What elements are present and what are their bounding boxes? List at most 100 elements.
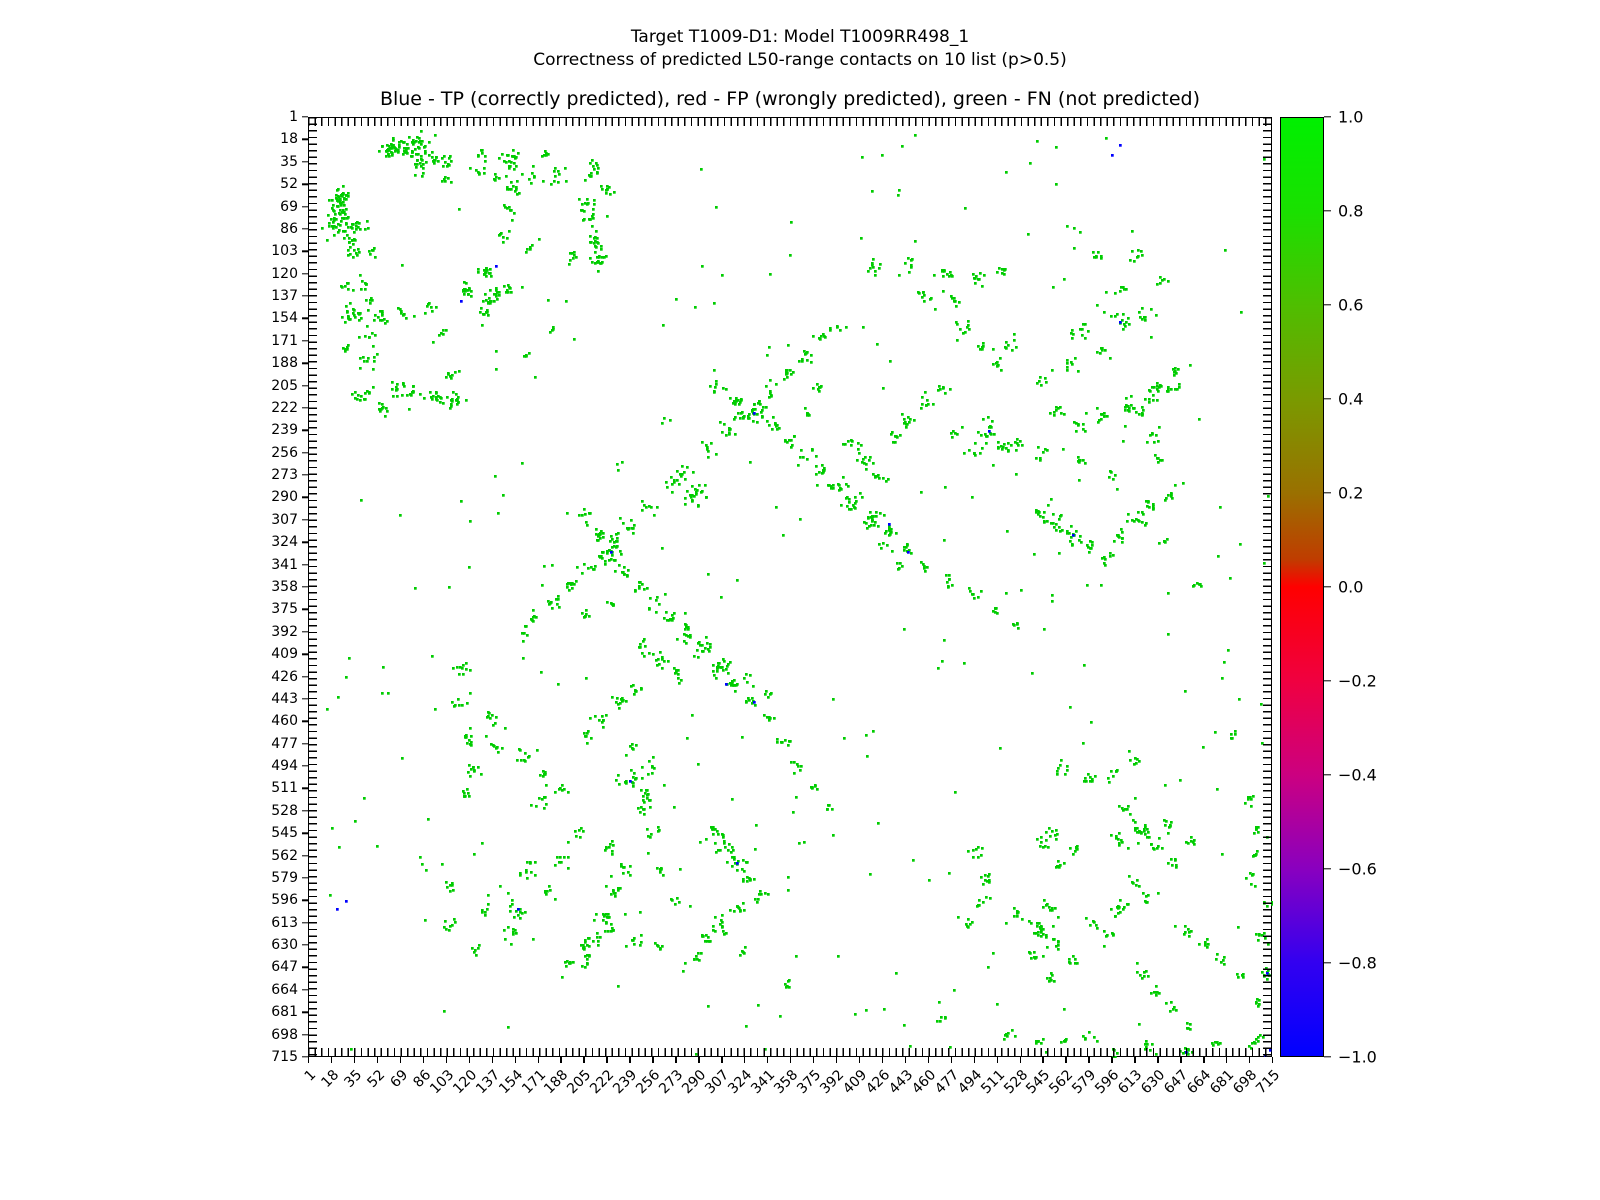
colorbar-tick-label-8: −0.6 (1338, 859, 1377, 879)
y-axis-tick-392: 392 (271, 623, 298, 640)
x-axis-major-tick-392 (835, 1057, 838, 1063)
colorbar-tick-mark-2 (1324, 304, 1331, 306)
x-axis-major-tick-698 (1249, 1057, 1251, 1063)
colorbar-tick-mark-3 (1324, 398, 1331, 400)
y-axis-major-tick-460 (302, 720, 308, 722)
x-axis-major-tick-596 (1111, 1057, 1113, 1063)
y-axis-major-tick-171 (302, 340, 308, 342)
y-axis-major-tick-375 (302, 608, 308, 611)
colorbar-tick-label-7: −0.4 (1338, 765, 1377, 785)
y-axis-tick-596: 596 (271, 892, 298, 909)
x-axis-major-tick-460 (927, 1057, 930, 1063)
y-axis-tick-528: 528 (271, 802, 298, 819)
y-axis-major-tick-52 (302, 183, 308, 185)
y-axis-tick-273: 273 (271, 467, 298, 484)
y-axis-major-tick-188 (302, 362, 308, 364)
y-axis-tick-18: 18 (280, 131, 298, 148)
x-axis-major-tick-562 (1065, 1057, 1067, 1063)
y-axis-major-tick-545 (302, 832, 308, 834)
x-axis-major-tick-52 (376, 1057, 379, 1063)
colorbar-tick-mark-8 (1324, 868, 1331, 870)
y-axis-major-tick-18 (302, 138, 308, 141)
x-axis-major-tick-409 (858, 1057, 861, 1063)
y-axis-major-tick-426 (302, 675, 308, 678)
y-axis-tick-562: 562 (271, 847, 298, 864)
y-axis-tick-137: 137 (271, 288, 298, 305)
y-axis-tick-35: 35 (280, 153, 298, 170)
y-axis-major-tick-120 (302, 272, 308, 275)
y-axis-major-tick-664 (302, 989, 308, 991)
colorbar-tick-label-9: −0.8 (1338, 953, 1377, 973)
x-axis-major-tick-188 (560, 1057, 562, 1063)
y-axis-major-tick-256 (302, 452, 308, 454)
x-axis-major-tick-35 (353, 1057, 356, 1063)
y-axis-tick-86: 86 (280, 220, 298, 237)
y-axis-major-tick-647 (302, 966, 308, 969)
colorbar-tick-mark-7 (1324, 774, 1331, 776)
x-axis-major-tick-528 (1019, 1057, 1021, 1063)
contact-map-scatter (309, 118, 1273, 1058)
y-axis-tick-290: 290 (271, 489, 298, 506)
x-axis-major-tick-69 (399, 1057, 402, 1063)
colorbar-tick-mark-9 (1324, 962, 1331, 964)
y-axis-tick-579: 579 (271, 869, 298, 886)
figure-title-block: Target T1009-D1: Model T1009RR498_1 Corr… (0, 26, 1600, 72)
y-axis-major-tick-154 (302, 317, 308, 320)
y-axis-major-tick-477 (302, 742, 308, 745)
y-axis-major-tick-69 (302, 205, 308, 208)
x-axis-major-tick-681 (1226, 1057, 1228, 1063)
colorbar[interactable]: 1.0 0.8 0.6 0.4 0.2 0.0 −0.2 −0.4 −0.6 −0.8 −1.0 (1280, 108, 1377, 1067)
y-axis-tick-69: 69 (280, 198, 298, 215)
y-axis-major-tick-137 (302, 295, 308, 297)
colorbar-tick-label-4: 0.2 (1338, 483, 1364, 503)
y-axis-major-tick-307 (302, 519, 308, 521)
y-axis-tick-358: 358 (271, 579, 298, 595)
y-axis-major-tick-273 (302, 474, 308, 476)
y-axis-tick-222: 222 (271, 399, 298, 416)
y-axis-major-tick-1 (302, 116, 308, 118)
x-axis-major-tick-494 (973, 1057, 975, 1063)
colorbar-tick-label-10: −1.0 (1338, 1047, 1377, 1067)
y-axis-tick-698: 698 (271, 1026, 298, 1043)
y-axis-major-tick-715 (302, 1056, 308, 1058)
y-axis-major-tick-596 (302, 899, 308, 902)
y-axis-major-tick-239 (302, 429, 308, 432)
y-axis-tick-52: 52 (280, 176, 298, 193)
y-axis-major-tick-494 (302, 765, 308, 767)
y-axis-major-tick-443 (302, 698, 308, 700)
y-axis-tick-511: 511 (271, 780, 298, 797)
y-axis-major-tick-562 (302, 854, 308, 857)
y-axis-tick-256: 256 (271, 444, 298, 461)
y-axis-major-tick-358 (302, 586, 308, 588)
x-axis-major-tick-256 (652, 1057, 654, 1063)
colorbar-tick-label-5: 0.0 (1338, 577, 1364, 597)
y-axis-tick-324: 324 (271, 534, 298, 551)
colorbar-tick-mark-1 (1324, 210, 1331, 212)
figure-title-line-2: Correctness of predicted L50-range conta… (533, 50, 1067, 70)
y-axis-tick-681: 681 (271, 1004, 298, 1021)
y-axis-tick-341: 341 (271, 556, 298, 573)
x-axis-major-tick-511 (996, 1057, 998, 1063)
contact-map-canvas-layer (309, 118, 1273, 1058)
colorbar-tick-label-1: 0.8 (1338, 201, 1364, 221)
y-axis-tick-545: 545 (271, 825, 298, 842)
y-axis-major-tick-222 (302, 407, 308, 409)
colorbar-gradient (1280, 117, 1324, 1057)
y-axis-major-tick-290 (302, 496, 308, 499)
y-axis-tick-715: 715 (271, 1049, 298, 1065)
x-axis-major-tick-375 (812, 1057, 815, 1063)
y-axis-major-tick-681 (302, 1011, 308, 1013)
y-axis-tick-375: 375 (271, 601, 298, 618)
contact-map-plot[interactable] (308, 117, 1273, 1058)
y-axis-tick-664: 664 (271, 981, 298, 998)
x-axis-major-tick-18 (330, 1057, 333, 1063)
colorbar-tick-label-3: 0.4 (1338, 389, 1364, 409)
x-axis-major-tick-426 (881, 1057, 884, 1063)
x-axis-major-tick-324 (744, 1057, 746, 1063)
x-axis-major-tick-103 (445, 1057, 448, 1063)
y-axis-major-tick-698 (302, 1033, 308, 1036)
x-axis-major-tick-647 (1180, 1057, 1182, 1063)
x-axis-major-tick-630 (1157, 1057, 1159, 1063)
x-axis-major-tick-137 (491, 1057, 493, 1063)
colorbar-tick-mark-4 (1324, 492, 1331, 494)
